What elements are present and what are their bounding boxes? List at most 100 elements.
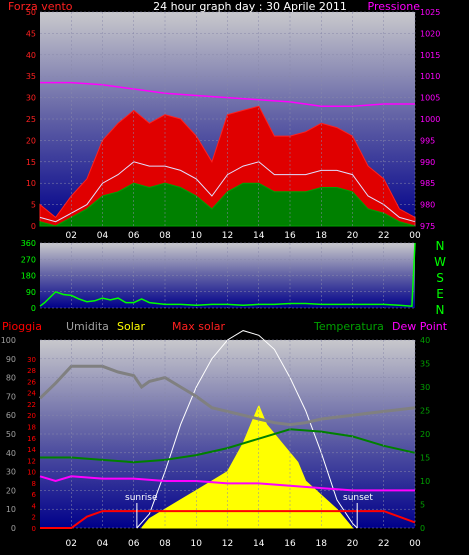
- dewpoint-legend: Dew Point: [392, 320, 448, 333]
- x-tick-label: 00: [409, 231, 421, 241]
- rain-tick-label: 6: [32, 491, 37, 499]
- x-tick-label: 20: [347, 539, 359, 549]
- pressure-tick-label: 995: [420, 136, 435, 145]
- compass-label: N: [436, 239, 445, 253]
- rain-series: [40, 510, 416, 529]
- rain-tick-label: 18: [27, 423, 36, 431]
- wind-axis-label: Forza vento: [8, 0, 73, 13]
- max_solar-series: [136, 330, 358, 529]
- compass-label: W: [434, 255, 446, 269]
- wind-tick-label: 35: [26, 72, 36, 81]
- humidity-tick-label: 60: [6, 411, 16, 420]
- pressure-tick-label: 1000: [420, 115, 440, 124]
- humidity-tick-label: 0: [11, 524, 16, 533]
- avg_wind-series: [39, 161, 416, 223]
- humidity-tick-label: 70: [6, 392, 16, 401]
- solar-legend: Solar: [117, 320, 146, 333]
- x-tick-label: 02: [66, 539, 77, 549]
- wind-tick-label: 25: [26, 115, 36, 124]
- humidity-series: [38, 364, 416, 427]
- x-tick-label: 08: [159, 539, 171, 549]
- humidity-legend: Umidita: [66, 320, 109, 333]
- compass-label: S: [436, 271, 444, 285]
- wind-tick-label: 50: [26, 8, 36, 17]
- rain-tick-label: 28: [27, 367, 36, 375]
- humidity-tick-label: 20: [6, 486, 16, 495]
- wind-tick-label: 40: [26, 51, 36, 60]
- temperature-tick-label: 25: [420, 407, 430, 416]
- temperature-tick-label: 35: [420, 360, 430, 369]
- x-tick-label: 10: [191, 539, 203, 549]
- direction-tick-label: 0: [31, 304, 36, 313]
- pressure-tick-label: 980: [420, 201, 435, 210]
- wind-tick-label: 0: [31, 222, 36, 231]
- wind-tick-label: 45: [26, 29, 36, 38]
- x-tick-label: 12: [222, 539, 233, 549]
- x-tick-label: 04: [97, 231, 109, 241]
- pressure-tick-label: 990: [420, 158, 435, 167]
- compass-label: N: [436, 303, 445, 317]
- temperature-tick-label: 0: [420, 524, 425, 533]
- wind-tick-label: 20: [26, 136, 36, 145]
- rain-tick-label: 0: [32, 525, 36, 533]
- humidity-tick-label: 40: [6, 449, 16, 458]
- max-solar-legend: Max solar: [172, 320, 225, 333]
- x-tick-label: 06: [128, 231, 140, 241]
- humidity-tick-label: 100: [1, 336, 16, 345]
- x-tick-label: 14: [253, 231, 265, 241]
- rain-tick-label: 2: [32, 514, 36, 522]
- wind-tick-label: 10: [26, 179, 36, 188]
- x-tick-label: 16: [284, 231, 296, 241]
- rain-tick-label: 8: [32, 480, 36, 488]
- pressure-tick-label: 1025: [420, 8, 440, 17]
- rain-tick-label: 24: [27, 390, 36, 398]
- temperature-tick-label: 20: [420, 430, 430, 439]
- chart-title: 24 hour graph day : 30 Aprile 2011: [153, 0, 347, 13]
- sunset-label: sunset: [343, 493, 373, 503]
- temperature-tick-label: 40: [420, 336, 430, 345]
- direction-tick-label: 180: [21, 272, 36, 281]
- temperature-tick-label: 5: [420, 501, 425, 510]
- pressure-tick-label: 1005: [420, 94, 440, 103]
- x-tick-label: 18: [316, 231, 328, 241]
- x-tick-label: 10: [191, 231, 203, 241]
- x-tick-label: 06: [128, 539, 140, 549]
- temperature-tick-label: 15: [420, 454, 430, 463]
- temperature-legend: Temperatura: [313, 320, 384, 333]
- rain-tick-label: 10: [27, 469, 36, 477]
- humidity-tick-label: 50: [6, 430, 16, 439]
- x-tick-label: 14: [253, 539, 265, 549]
- x-tick-label: 00: [409, 539, 421, 549]
- pressure-tick-label: 985: [420, 179, 435, 188]
- rain-tick-label: 16: [27, 435, 36, 443]
- rain-legend: Pioggia: [2, 320, 42, 333]
- sunrise-label: sunrise: [125, 493, 158, 503]
- rain-tick-label: 30: [27, 356, 36, 364]
- humidity-tick-label: 30: [6, 468, 16, 477]
- pressure-axis-label: Pressione: [368, 0, 421, 13]
- rain-tick-label: 20: [27, 412, 36, 420]
- x-tick-label: 16: [284, 539, 296, 549]
- x-tick-label: 02: [66, 231, 77, 241]
- x-tick-label: 22: [378, 539, 389, 549]
- pressure-tick-label: 1010: [420, 72, 440, 81]
- rain-tick-label: 14: [27, 446, 36, 454]
- rain-tick-label: 22: [27, 401, 36, 409]
- wind-tick-label: 30: [26, 94, 36, 103]
- temperature-tick-label: 10: [420, 477, 430, 486]
- rain-tick-label: 12: [27, 457, 36, 465]
- humidity-tick-label: 80: [6, 374, 16, 383]
- x-tick-label: 04: [97, 539, 109, 549]
- x-tick-label: 12: [222, 231, 233, 241]
- compass-label: E: [436, 287, 444, 301]
- direction-tick-label: 270: [21, 255, 36, 264]
- x-tick-label: 18: [316, 539, 328, 549]
- wind-direction-series: [39, 242, 416, 308]
- rain-tick-label: 26: [27, 378, 36, 386]
- dew-series: [39, 475, 415, 492]
- direction-tick-label: 90: [26, 288, 36, 297]
- pressure-tick-label: 1015: [420, 51, 440, 60]
- x-tick-label: 08: [159, 231, 171, 241]
